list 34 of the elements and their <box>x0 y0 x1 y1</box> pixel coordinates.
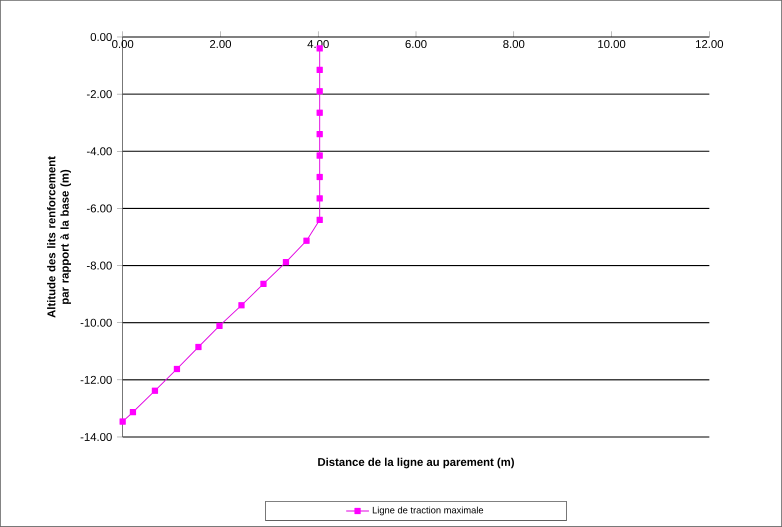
y-tick-label: -4.00 <box>86 147 112 156</box>
x-tick-label: 2.00 <box>210 40 232 48</box>
y-tick-label: 0.00 <box>90 32 112 41</box>
x-tick-label: 10.00 <box>598 40 626 48</box>
y-tick-label: -14.00 <box>80 432 112 441</box>
legend-label: Ligne de traction maximale <box>372 506 484 516</box>
point <box>152 388 158 394</box>
y-tick-label: -10.00 <box>80 318 112 327</box>
point <box>316 131 323 138</box>
x-tick-label: 12.00 <box>696 40 724 48</box>
point <box>238 302 245 308</box>
x-axis-title: Distance de la ligne au parement (m) <box>318 458 514 468</box>
y-tick-label: -12.00 <box>80 376 112 384</box>
point <box>195 344 202 350</box>
point <box>316 174 323 180</box>
y-tick-label: -2.00 <box>86 90 112 98</box>
point <box>282 258 290 266</box>
x-tick-label: 6.00 <box>406 40 427 48</box>
point <box>303 238 310 244</box>
y-axis-title: Altitude des lits renforcement par rapport à la base (m) <box>47 156 71 318</box>
point <box>316 88 323 94</box>
point <box>260 280 267 287</box>
point <box>316 216 323 223</box>
y-tick-label: -8.00 <box>86 262 112 270</box>
point <box>316 195 323 202</box>
point <box>316 152 323 159</box>
point <box>216 322 223 329</box>
point <box>174 366 180 372</box>
point <box>316 110 323 116</box>
point <box>130 408 136 416</box>
y-tick-label: -6.00 <box>86 204 112 212</box>
x-tick-label: 8.00 <box>503 40 524 48</box>
point <box>316 66 323 73</box>
point <box>120 418 126 425</box>
